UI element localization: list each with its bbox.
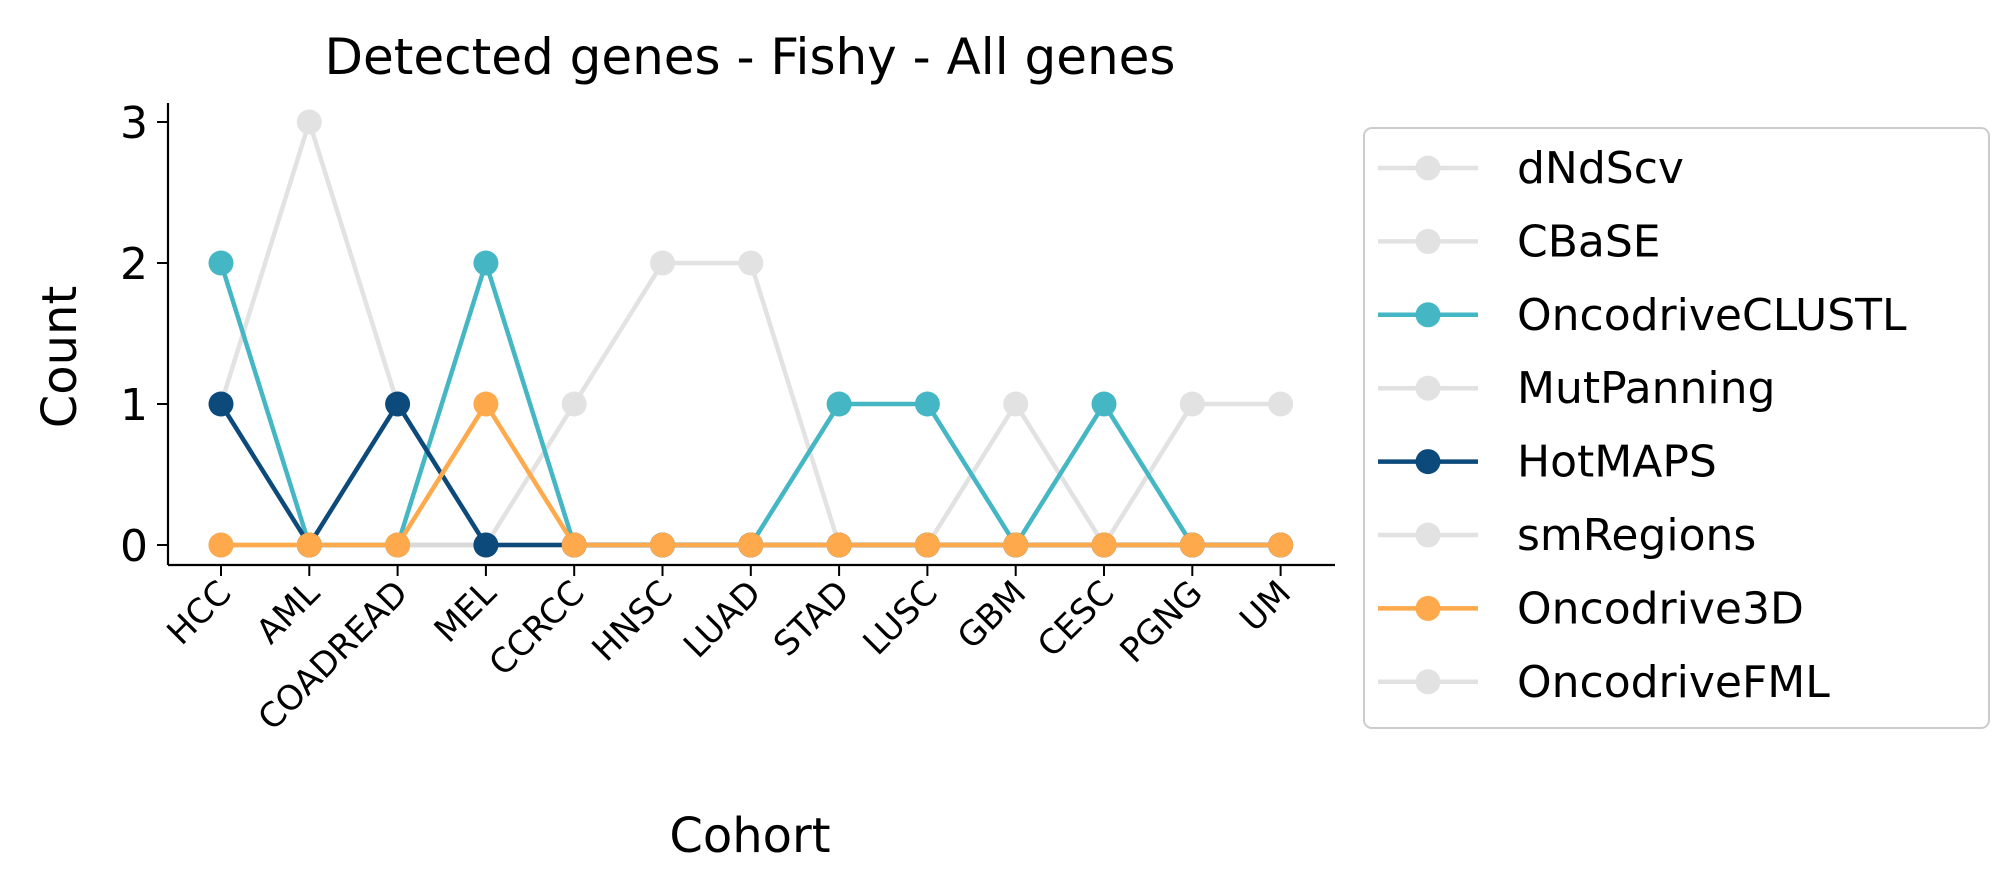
legend-swatch-cbase bbox=[1378, 228, 1478, 254]
legend-marker-smregions bbox=[1415, 522, 1441, 548]
legend-label-cbase: CBaSE bbox=[1517, 216, 1661, 267]
point-oncodrive3d-aml bbox=[296, 532, 322, 558]
point-oncodrive3d-luad bbox=[738, 532, 764, 558]
legend-item-smregions: smRegions bbox=[1378, 510, 1756, 561]
x-tick-label-cesc: CESC bbox=[1030, 573, 1122, 665]
point-hotmaps-mel bbox=[473, 532, 499, 558]
point-dndscv-hnsc bbox=[650, 250, 675, 276]
point-hotmaps-coadread bbox=[385, 391, 411, 417]
point-oncodrive3d-lusc bbox=[914, 532, 940, 558]
point-dndscv-luad bbox=[738, 250, 764, 276]
legend-marker-hotmaps bbox=[1415, 449, 1441, 475]
legend-box bbox=[1363, 127, 1990, 729]
point-oncodriveclustl-cesc bbox=[1091, 391, 1117, 417]
legend-swatch-hotmaps bbox=[1378, 449, 1478, 475]
legend-label-oncodriveclustl: OncodriveCLUSTL bbox=[1517, 290, 1907, 341]
legend-marker-cbase bbox=[1415, 228, 1441, 254]
point-dndscv-um bbox=[1268, 391, 1294, 417]
x-tick-label-luad: LUAD bbox=[676, 573, 769, 666]
series-line-oncodriveclustl bbox=[218, 260, 1281, 548]
y-tick-label-0: 0 bbox=[120, 521, 148, 572]
point-oncodriveclustl-hcc bbox=[208, 250, 234, 276]
legend-marker-oncodriveclustl bbox=[1415, 302, 1441, 328]
x-tick-label-pgng: PGNG bbox=[1113, 573, 1211, 671]
point-oncodriveclustl-mel bbox=[473, 250, 499, 276]
legend-marker-dndscv bbox=[1415, 155, 1441, 181]
y-tick-label-3: 3 bbox=[120, 98, 148, 149]
y-tick-label-2: 2 bbox=[120, 239, 148, 290]
legend-item-oncodrivefml: OncodriveFML bbox=[1378, 657, 1830, 708]
x-tick-label-um: UM bbox=[1232, 573, 1299, 640]
legend-label-hotmaps: HotMAPS bbox=[1517, 437, 1717, 488]
x-tick-label-hnsc: HNSC bbox=[584, 573, 680, 669]
x-tick-label-lusc: LUSC bbox=[856, 573, 946, 663]
legend-swatch-dndscv bbox=[1378, 155, 1478, 181]
legend-item-oncodriveclustl: OncodriveCLUSTL bbox=[1378, 290, 1907, 341]
legend-item-cbase: CBaSE bbox=[1378, 216, 1661, 267]
legend-item-hotmaps: HotMAPS bbox=[1378, 437, 1717, 488]
point-dndscv-pgng bbox=[1179, 391, 1205, 417]
x-tick-label-hcc: HCC bbox=[159, 573, 239, 653]
legend-item-oncodrive3d: Oncodrive3D bbox=[1378, 583, 1804, 634]
legend-label-dndscv: dNdScv bbox=[1517, 143, 1684, 194]
x-tick-label-gbm: GBM bbox=[950, 573, 1034, 657]
legend-marker-mutpanning bbox=[1415, 375, 1441, 401]
x-axis-label: Cohort bbox=[669, 808, 830, 864]
x-tick-label-stad: STAD bbox=[766, 573, 857, 664]
legend-label-mutpanning: MutPanning bbox=[1517, 363, 1775, 414]
series-oncodriveclustl bbox=[208, 250, 1294, 558]
y-tick-label-1: 1 bbox=[120, 380, 148, 431]
point-dndscv-aml bbox=[296, 109, 322, 135]
legend-label-oncodrivefml: OncodriveFML bbox=[1517, 657, 1830, 708]
legend-label-smregions: smRegions bbox=[1517, 510, 1756, 561]
point-oncodrive3d-um bbox=[1268, 532, 1294, 558]
legend-label-oncodrive3d: Oncodrive3D bbox=[1517, 583, 1804, 634]
legend-item-mutpanning: MutPanning bbox=[1378, 363, 1775, 414]
point-dndscv-gbm bbox=[1003, 391, 1029, 417]
point-oncodrive3d-hnsc bbox=[650, 532, 675, 558]
legend-swatch-oncodrive3d bbox=[1378, 595, 1478, 621]
series-oncodrive3d bbox=[208, 391, 1294, 558]
series-line-dndscv bbox=[218, 119, 1281, 548]
point-oncodrive3d-cesc bbox=[1091, 532, 1117, 558]
point-oncodrive3d-stad bbox=[826, 532, 852, 558]
legend-marker-oncodrivefml bbox=[1415, 669, 1441, 695]
x-tick-label-ccrcc: CCRCC bbox=[482, 573, 593, 684]
point-oncodrive3d-pgng bbox=[1179, 532, 1205, 558]
legend-swatch-oncodrivefml bbox=[1378, 669, 1478, 695]
point-oncodrive3d-mel bbox=[473, 391, 499, 417]
legend: dNdScv CBaSE OncodriveCLUSTL MutPanning HotM… bbox=[1363, 127, 1990, 729]
legend-swatch-mutpanning bbox=[1378, 375, 1478, 401]
x-tick-label-mel: MEL bbox=[427, 573, 505, 651]
plot-area bbox=[208, 109, 1294, 558]
point-oncodriveclustl-lusc bbox=[914, 391, 940, 417]
point-oncodriveclustl-stad bbox=[826, 391, 852, 417]
chart-title: Detected genes - Fishy - All genes bbox=[324, 28, 1175, 86]
legend-swatch-smregions bbox=[1378, 522, 1478, 548]
point-oncodrive3d-hcc bbox=[208, 532, 234, 558]
legend-swatch-oncodriveclustl bbox=[1378, 302, 1478, 328]
series-line-oncodrive3d bbox=[221, 401, 1281, 548]
point-oncodrive3d-ccrcc bbox=[561, 532, 587, 558]
point-hotmaps-hcc bbox=[208, 391, 234, 417]
legend-marker-oncodrive3d bbox=[1415, 595, 1441, 621]
legend-item-dndscv: dNdScv bbox=[1378, 143, 1684, 194]
point-oncodrive3d-coadread bbox=[385, 532, 411, 558]
point-oncodrive3d-gbm bbox=[1003, 532, 1029, 558]
y-axis-label: Count bbox=[32, 286, 88, 429]
x-tick-label-aml: AML bbox=[249, 573, 328, 652]
series-dndscv bbox=[208, 109, 1294, 558]
point-dndscv-ccrcc bbox=[561, 391, 587, 417]
series-line-hotmaps bbox=[219, 401, 1281, 548]
